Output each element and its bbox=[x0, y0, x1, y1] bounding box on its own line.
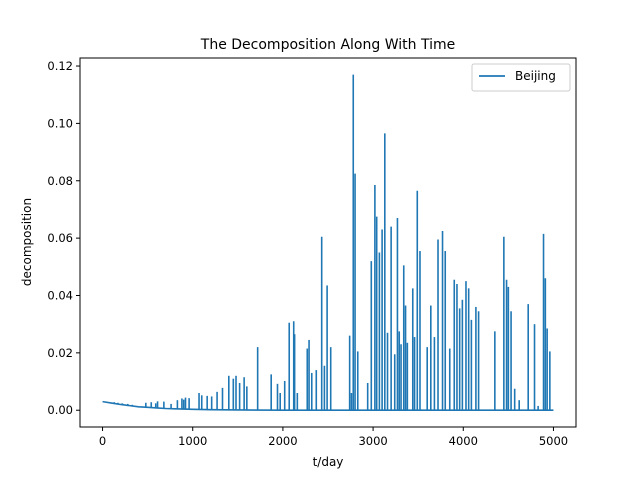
y-axis-ticks: 0.00 0.02 0.04 0.06 0.08 0.10 0.12 bbox=[47, 59, 80, 417]
y-tick-label: 0.10 bbox=[47, 116, 73, 130]
x-axis-label: t/day bbox=[313, 455, 344, 469]
legend-label-beijing: Beijing bbox=[515, 69, 556, 83]
legend: Beijing bbox=[471, 63, 571, 92]
x-tick-label: 4000 bbox=[449, 434, 478, 448]
x-tick-label: 0 bbox=[99, 434, 106, 448]
y-tick-label: 0.00 bbox=[47, 403, 73, 417]
x-tick-label: 5000 bbox=[539, 434, 568, 448]
chart-title: The Decomposition Along With Time bbox=[200, 37, 455, 53]
plot-area bbox=[102, 74, 554, 412]
y-tick-label: 0.04 bbox=[47, 288, 73, 302]
x-tick-label: 1000 bbox=[178, 434, 207, 448]
legend-box bbox=[471, 63, 571, 92]
x-tick-label: 2000 bbox=[268, 434, 297, 448]
y-axis-label: decomposition bbox=[20, 198, 34, 286]
series-spikes bbox=[113, 74, 551, 411]
y-tick-label: 0.08 bbox=[47, 174, 73, 188]
x-axis-ticks: 0 1000 2000 3000 4000 5000 bbox=[99, 427, 568, 448]
y-tick-label: 0.12 bbox=[47, 59, 73, 73]
y-tick-label: 0.02 bbox=[47, 346, 73, 360]
x-tick-label: 3000 bbox=[358, 434, 387, 448]
y-tick-label: 0.06 bbox=[47, 231, 73, 245]
axes-frame bbox=[79, 57, 577, 428]
